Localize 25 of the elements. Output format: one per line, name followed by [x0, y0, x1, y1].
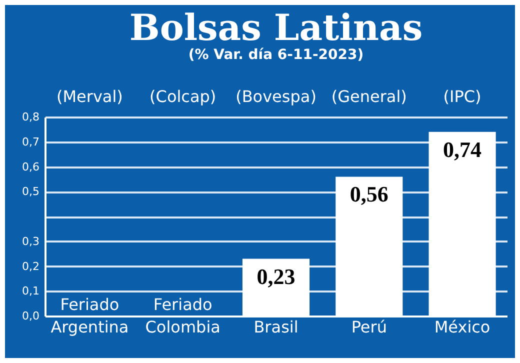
y-tick-label: 0,8	[22, 110, 40, 124]
y-tick-label: 0,6	[22, 160, 40, 174]
y-tick-label: 0,7	[22, 135, 40, 148]
x-tick-label: Perú	[351, 318, 387, 336]
x-tick-label: Argentina	[50, 318, 129, 336]
chart-subtitle: (% Var. día 6-11-2023)	[188, 47, 364, 63]
y-tick-label: 0,1	[22, 284, 40, 298]
text: Feriado	[60, 295, 120, 314]
y-tick-label: 0,0	[22, 310, 40, 322]
text: Feriado	[153, 295, 212, 314]
text: (IPC)	[443, 87, 482, 106]
text: (Merval)	[56, 87, 123, 106]
data-label: 0,56	[350, 182, 388, 207]
x-tick-label: Brasil	[254, 318, 298, 336]
chart-title: Bolsas Latinas	[129, 7, 423, 49]
text: (General)	[331, 87, 407, 106]
x-tick-label: Colombia	[145, 318, 220, 336]
text: (Bovespa)	[236, 87, 316, 106]
y-tick-label: 0,3	[22, 234, 40, 248]
y-tick-label: 0,2	[22, 260, 40, 273]
data-label: 0,23	[256, 264, 296, 289]
y-tick-label: 0,5	[22, 185, 40, 198]
text: (Colcap)	[150, 87, 216, 106]
data-label: 0,74	[443, 136, 482, 162]
x-tick-label: México	[434, 318, 490, 336]
